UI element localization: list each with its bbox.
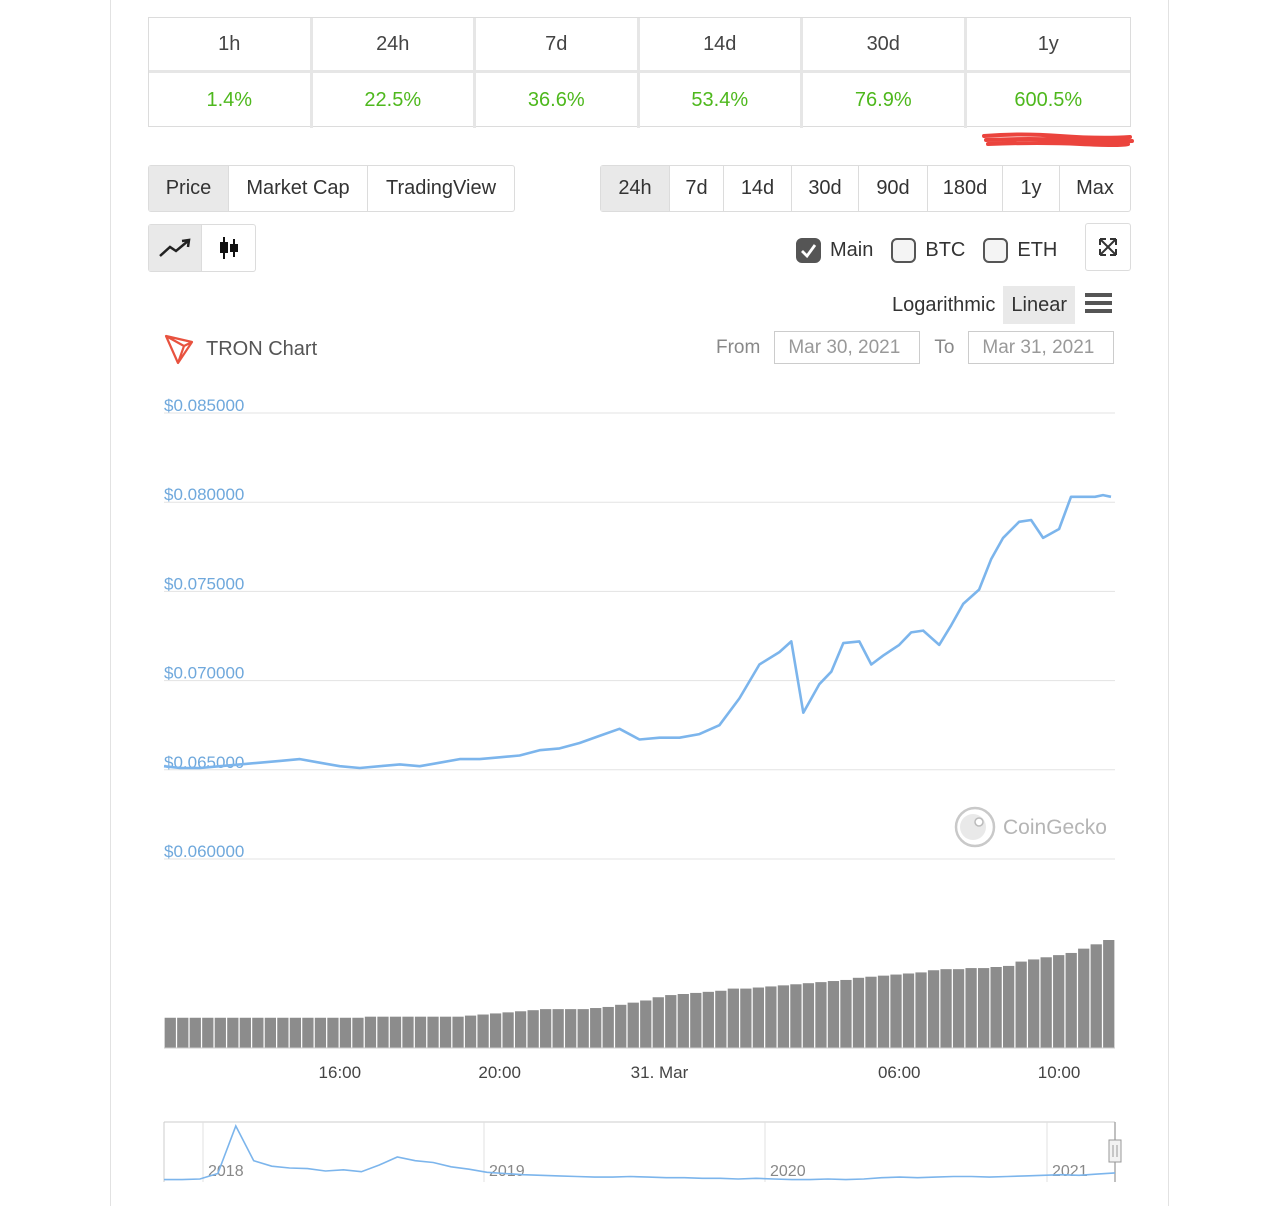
- series-options: Main BTC ETH: [796, 238, 1057, 263]
- range-90d[interactable]: 90d: [859, 166, 928, 211]
- series-option-label: BTC: [925, 239, 966, 261]
- tron-logo-icon: [164, 334, 194, 365]
- period-header-30d: 30d: [803, 18, 967, 73]
- from-date-input[interactable]: [774, 331, 921, 364]
- tab-tradingview[interactable]: TradingView: [385, 177, 497, 199]
- chart-style-toggle: [148, 224, 256, 272]
- period-change-value: 76.9%: [803, 73, 967, 128]
- range-7d[interactable]: 7d: [670, 166, 724, 211]
- chart-title-text: TRON Chart: [206, 337, 318, 360]
- range-30d[interactable]: 30d: [792, 166, 859, 211]
- checkbox-checked-icon[interactable]: [796, 238, 821, 263]
- period-change-value: 53.4%: [640, 73, 803, 128]
- series-option-label: ETH: [1017, 239, 1058, 261]
- period-change-value: 36.6%: [476, 73, 640, 128]
- range-24h[interactable]: 24h: [601, 166, 670, 211]
- period-header-7d: 7d: [476, 18, 640, 73]
- range-1y[interactable]: 1y: [1003, 166, 1060, 211]
- range-14d[interactable]: 14d: [724, 166, 792, 211]
- checkbox-icon[interactable]: [983, 238, 1009, 263]
- period-header-1h: 1h: [149, 18, 313, 73]
- content-panel: [110, 0, 1169, 1206]
- series-option-eth[interactable]: ETH: [983, 238, 1057, 263]
- red-underline-annotation: [982, 132, 1134, 147]
- line-chart-icon[interactable]: [149, 225, 202, 271]
- expand-icon: [1099, 238, 1117, 256]
- fullscreen-button[interactable]: [1085, 223, 1131, 271]
- checkbox-icon[interactable]: [891, 238, 917, 263]
- period-header-14d: 14d: [639, 18, 803, 73]
- range-tabs: 24h 7d 14d 30d 90d 180d 1y Max: [600, 165, 1131, 212]
- period-header-1y: 1y: [966, 18, 1130, 73]
- period-change-value: 1.4%: [149, 73, 313, 128]
- hamburger-menu-icon[interactable]: [1085, 293, 1112, 313]
- range-max[interactable]: Max: [1076, 177, 1114, 199]
- from-label: From: [716, 336, 761, 358]
- scale-tabs: Logarithmic Linear: [884, 286, 1075, 324]
- to-date-input[interactable]: [968, 331, 1115, 364]
- view-tabs: Price Market Cap TradingView: [148, 165, 515, 212]
- candlestick-icon[interactable]: [202, 225, 255, 271]
- scale-logarithmic[interactable]: Logarithmic: [892, 293, 996, 316]
- series-option-main[interactable]: Main: [796, 238, 873, 263]
- tab-price[interactable]: Price: [149, 166, 229, 211]
- date-range: From To: [716, 331, 1115, 364]
- chart-title: TRON Chart: [164, 333, 317, 365]
- tab-market-cap[interactable]: Market Cap: [229, 166, 368, 211]
- series-option-btc[interactable]: BTC: [891, 238, 965, 263]
- period-change-value: 600.5%: [1014, 89, 1083, 111]
- scale-linear[interactable]: Linear: [1003, 286, 1075, 324]
- to-label: To: [934, 336, 955, 358]
- period-header-24h: 24h: [312, 18, 476, 73]
- percent-change-table: 1h 24h 7d 14d 30d 1y 1.4% 22.5% 36.6% 53.4% 76.9% 6…: [148, 17, 1131, 128]
- series-option-label: Main: [830, 239, 874, 261]
- range-180d[interactable]: 180d: [928, 166, 1003, 211]
- period-change-value: 22.5%: [313, 73, 476, 128]
